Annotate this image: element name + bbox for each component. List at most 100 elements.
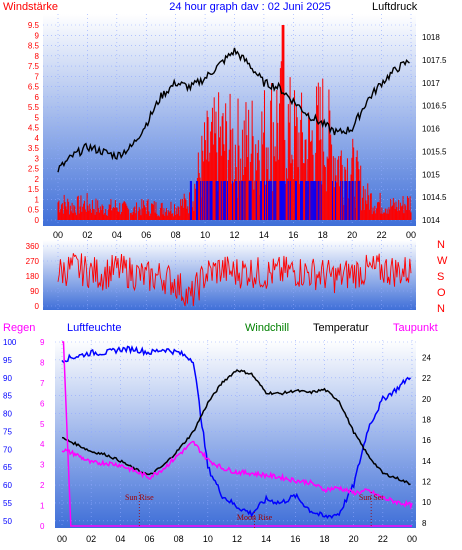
time-tick-label: 00: [407, 534, 417, 544]
time-tick-label: 00: [406, 230, 416, 240]
pressure-tick-label: 1016: [422, 125, 440, 134]
compass-label: N: [437, 303, 445, 315]
time-tick-label: 18: [319, 534, 329, 544]
humidity-tick-label: 100: [3, 338, 17, 347]
time-tick-label: 08: [174, 534, 184, 544]
time-tick-label: 18: [318, 230, 328, 240]
compass-label: O: [437, 287, 446, 299]
humidity-tick-label: 75: [3, 427, 12, 436]
temperature-tick-label: 18: [422, 416, 431, 425]
windspeed-tick-label: 8: [35, 52, 40, 61]
windspeed-tick-label: 7: [35, 72, 40, 81]
windspeed-tick-label: 9: [35, 31, 40, 40]
humidity-tick-label: 90: [3, 374, 12, 383]
humidity-tick-label: 50: [3, 517, 12, 526]
pressure-axis-label: Luftdruck: [372, 1, 418, 13]
humidity-tick-label: 95: [3, 356, 12, 365]
windspeed-tick-label: 1: [35, 195, 40, 204]
pressure-tick-label: 1014.5: [422, 193, 447, 202]
humidity-tick-label: 55: [3, 499, 12, 508]
pressure-ticks: 10141014.510151015.510161016.510171017.5…: [422, 33, 447, 225]
rain-axis-label: Regen: [3, 322, 35, 334]
windspeed-tick-label: 3: [35, 154, 40, 163]
time-tick-label: 10: [200, 230, 210, 240]
pressure-tick-label: 1018: [422, 33, 440, 42]
windspeed-tick-label: 2: [35, 175, 40, 184]
annotation-label: Sun Set: [359, 493, 384, 502]
time-tick-label: 20: [347, 230, 357, 240]
temperature-ticks: 8 10 12 14 16 18 20 22 24: [422, 354, 431, 528]
wind-direction-ticks: 0 90 180 270 360: [26, 242, 40, 311]
time-tick-label: 12: [229, 230, 239, 240]
wind-pressure-chart: 24 hour graph dav : 02 Juni 2025 Windstä…: [3, 1, 447, 240]
pressure-tick-label: 1015: [422, 170, 440, 179]
time-tick-label: 06: [141, 230, 151, 240]
time-tick-label: 16: [290, 534, 300, 544]
humidity-tick-label: 80: [3, 410, 12, 419]
rain-tick-label: 1: [40, 502, 45, 511]
humidity-ticks: 50556065707580859095100: [3, 338, 17, 526]
pressure-tick-label: 1017.5: [422, 56, 447, 65]
windspeed-axis-label: Windstärke: [3, 1, 58, 13]
windspeed-tick-label: 7.5: [28, 62, 40, 71]
temperature-tick-label: 14: [422, 457, 431, 466]
annotation-label: Sun Rise: [125, 493, 154, 502]
time-tick-label: 14: [261, 534, 271, 544]
temperature-tick-label: 12: [422, 478, 431, 487]
windspeed-tick-label: 5.5: [28, 103, 40, 112]
windspeed-tick-label: 6: [35, 93, 40, 102]
temperature-label: Temperatur: [313, 322, 369, 334]
humidity-tick-label: 70: [3, 445, 12, 454]
time-tick-label: 22: [378, 534, 388, 544]
temperature-tick-label: 16: [422, 436, 431, 445]
temperature-tick-label: 10: [422, 498, 431, 507]
time-tick-label: 00: [53, 230, 63, 240]
rain-tick-label: 8: [40, 358, 45, 367]
windspeed-tick-label: 9.5: [28, 21, 40, 30]
wind-direction-tick-label: 180: [26, 272, 40, 281]
windspeed-tick-label: 6.5: [28, 83, 40, 92]
pressure-tick-label: 1015.5: [422, 147, 447, 156]
windspeed-tick-label: 5: [35, 113, 40, 122]
windspeed-tick-label: 3.5: [28, 144, 40, 153]
rain-tick-label: 0: [40, 522, 45, 531]
time-ticks-top: 00 02 04 06 08 10 12 14 16 18 20 22 00: [53, 230, 416, 240]
compass-label: W: [437, 255, 448, 267]
windspeed-tick-label: 0.5: [28, 206, 40, 215]
temperature-tick-label: 22: [422, 374, 431, 383]
time-tick-label: 06: [144, 534, 154, 544]
time-ticks-bottom: 00 02 04 06 08 10 12 14 16 18 20 22 00: [57, 534, 417, 544]
rain-ticks: 0 1 2 3 4 5 6 7 8 9: [40, 338, 45, 531]
time-tick-label: 02: [86, 534, 96, 544]
wind-direction-tick-label: 0: [35, 302, 40, 311]
pressure-tick-label: 1017: [422, 79, 440, 88]
windspeed-ticks: 00.5 11.522.5 33.544.5 55.566.5 77.588.5 99.5: [28, 21, 40, 225]
time-tick-label: 08: [171, 230, 181, 240]
humidity-axis-label: Luftfeuchte: [67, 322, 121, 334]
wind-direction-tick-label: 360: [26, 242, 40, 251]
rain-tick-label: 6: [40, 399, 45, 408]
time-tick-label: 04: [115, 534, 125, 544]
rain-tick-label: 3: [40, 461, 45, 470]
wind-direction-tick-label: 90: [30, 287, 39, 296]
humidity-tick-label: 85: [3, 392, 12, 401]
compass-label: N: [437, 239, 445, 251]
windspeed-tick-label: 4.5: [28, 124, 40, 133]
pressure-tick-label: 1016.5: [422, 102, 447, 111]
rain-tick-label: 5: [40, 420, 45, 429]
humidity-tick-label: 60: [3, 481, 12, 490]
compass-label: S: [437, 271, 444, 283]
wind-direction-tick-label: 270: [26, 257, 40, 266]
time-tick-label: 14: [259, 230, 269, 240]
dewpoint-label: Taupunkt: [393, 322, 438, 334]
rain-tick-label: 2: [40, 481, 45, 490]
windspeed-tick-label: 1.5: [28, 185, 40, 194]
chart-title: 24 hour graph dav : 02 Juni 2025: [169, 1, 330, 13]
climate-chart: Regen Luftfeuchte Windchill Temperatur T…: [3, 322, 438, 544]
windchill-label: Windchill: [245, 322, 289, 334]
time-tick-label: 04: [112, 230, 122, 240]
time-tick-label: 10: [203, 534, 213, 544]
time-tick-label: 20: [349, 534, 359, 544]
